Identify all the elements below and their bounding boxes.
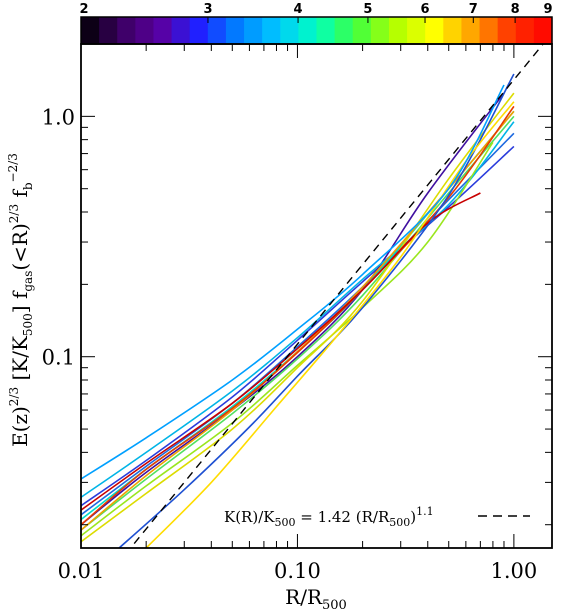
colorbar-segment [316,17,336,44]
y-axis-title: E(z)2/3 [K/K500] fgas(<R)2/3 fb−2/3 [6,153,35,447]
colorbar-segment [153,17,173,44]
reference-line [129,44,545,548]
colorbar-segment [135,17,155,44]
reference-dashed-line [129,44,545,548]
series-line-5 [81,110,515,521]
series-line-10 [81,105,515,526]
colorbar-segment [334,17,354,44]
y-tick-label: 1.0 [42,105,75,129]
colorbar-segment [244,17,263,44]
colorbar-segment [117,17,136,44]
colorbar-segment [461,17,481,44]
axis-ticks: 0.01 0.10 1.00 0.1 1.0 [42,43,552,583]
colorbar-segment [479,17,499,44]
series-lines [81,73,515,548]
y-tick-label: 0.1 [42,346,75,370]
colorbar-segment [388,17,408,44]
colorbar-tick-label: 3 [203,2,212,17]
colorbar-tick-label: 9 [543,2,552,17]
colorbar-segment [207,17,227,44]
series-line-4 [81,121,515,498]
colorbar-tick-label: 4 [294,2,303,17]
colorbar-segment [99,17,118,44]
colorbar-segment [533,17,553,44]
svg-text:R/R500: R/R500 [285,585,347,611]
x-tick-label: 0.01 [58,559,105,583]
colorbar-segment [370,17,390,44]
colorbar-segment [407,17,426,44]
colorbar-segment [497,17,517,44]
series-line-11 [81,192,481,511]
colorbar-segment [225,17,245,44]
colorbar-tick-label: 6 [421,2,430,17]
colorbar-segment [280,17,299,44]
series-line-7 [81,141,494,537]
colorbar-segment [298,17,318,44]
plot-area: 0.01 0.10 1.00 0.1 1.0 [42,43,553,583]
series-line-1 [81,145,515,507]
colorbar-segment [443,17,463,44]
x-tick-label: 1.00 [491,559,538,583]
legend: K(R)/K500 = 1.42 (R/R500)1.1 [224,505,530,529]
colorbar-segment [262,17,281,44]
colorbar [81,17,553,44]
legend-label: K(R)/K500 = 1.42 (R/R500)1.1 [224,505,434,529]
series-line-12 [118,73,515,548]
colorbar-segment [171,17,191,44]
colorbar-segment [189,17,209,44]
series-line-8 [81,92,515,543]
colorbar-segment [515,17,535,44]
series-line-3 [81,92,505,526]
x-axis-title: R/R500 [285,585,347,611]
series-line-2 [81,132,515,516]
colorbar-ticks: 2 3 4 5 6 7 8 9 [79,2,553,23]
svg-text:E(z)2/3 [K/K500] fgas(<R)2/3 f: E(z)2/3 [K/K500] fgas(<R)2/3 fb−2/3 [6,153,35,447]
series-line-14 [81,84,505,480]
colorbar-tick-label: 2 [79,2,88,17]
plot-frame [80,43,553,549]
series-line-6 [81,115,515,531]
colorbar-segment [425,17,444,44]
colorbar-segment [352,17,372,44]
colorbar-tick-label: 7 [469,2,478,17]
colorbar-segment [81,17,100,44]
x-tick-label: 0.10 [274,559,321,583]
colorbar-tick-label: 8 [511,2,520,17]
colorbar-tick-label: 5 [363,2,372,17]
